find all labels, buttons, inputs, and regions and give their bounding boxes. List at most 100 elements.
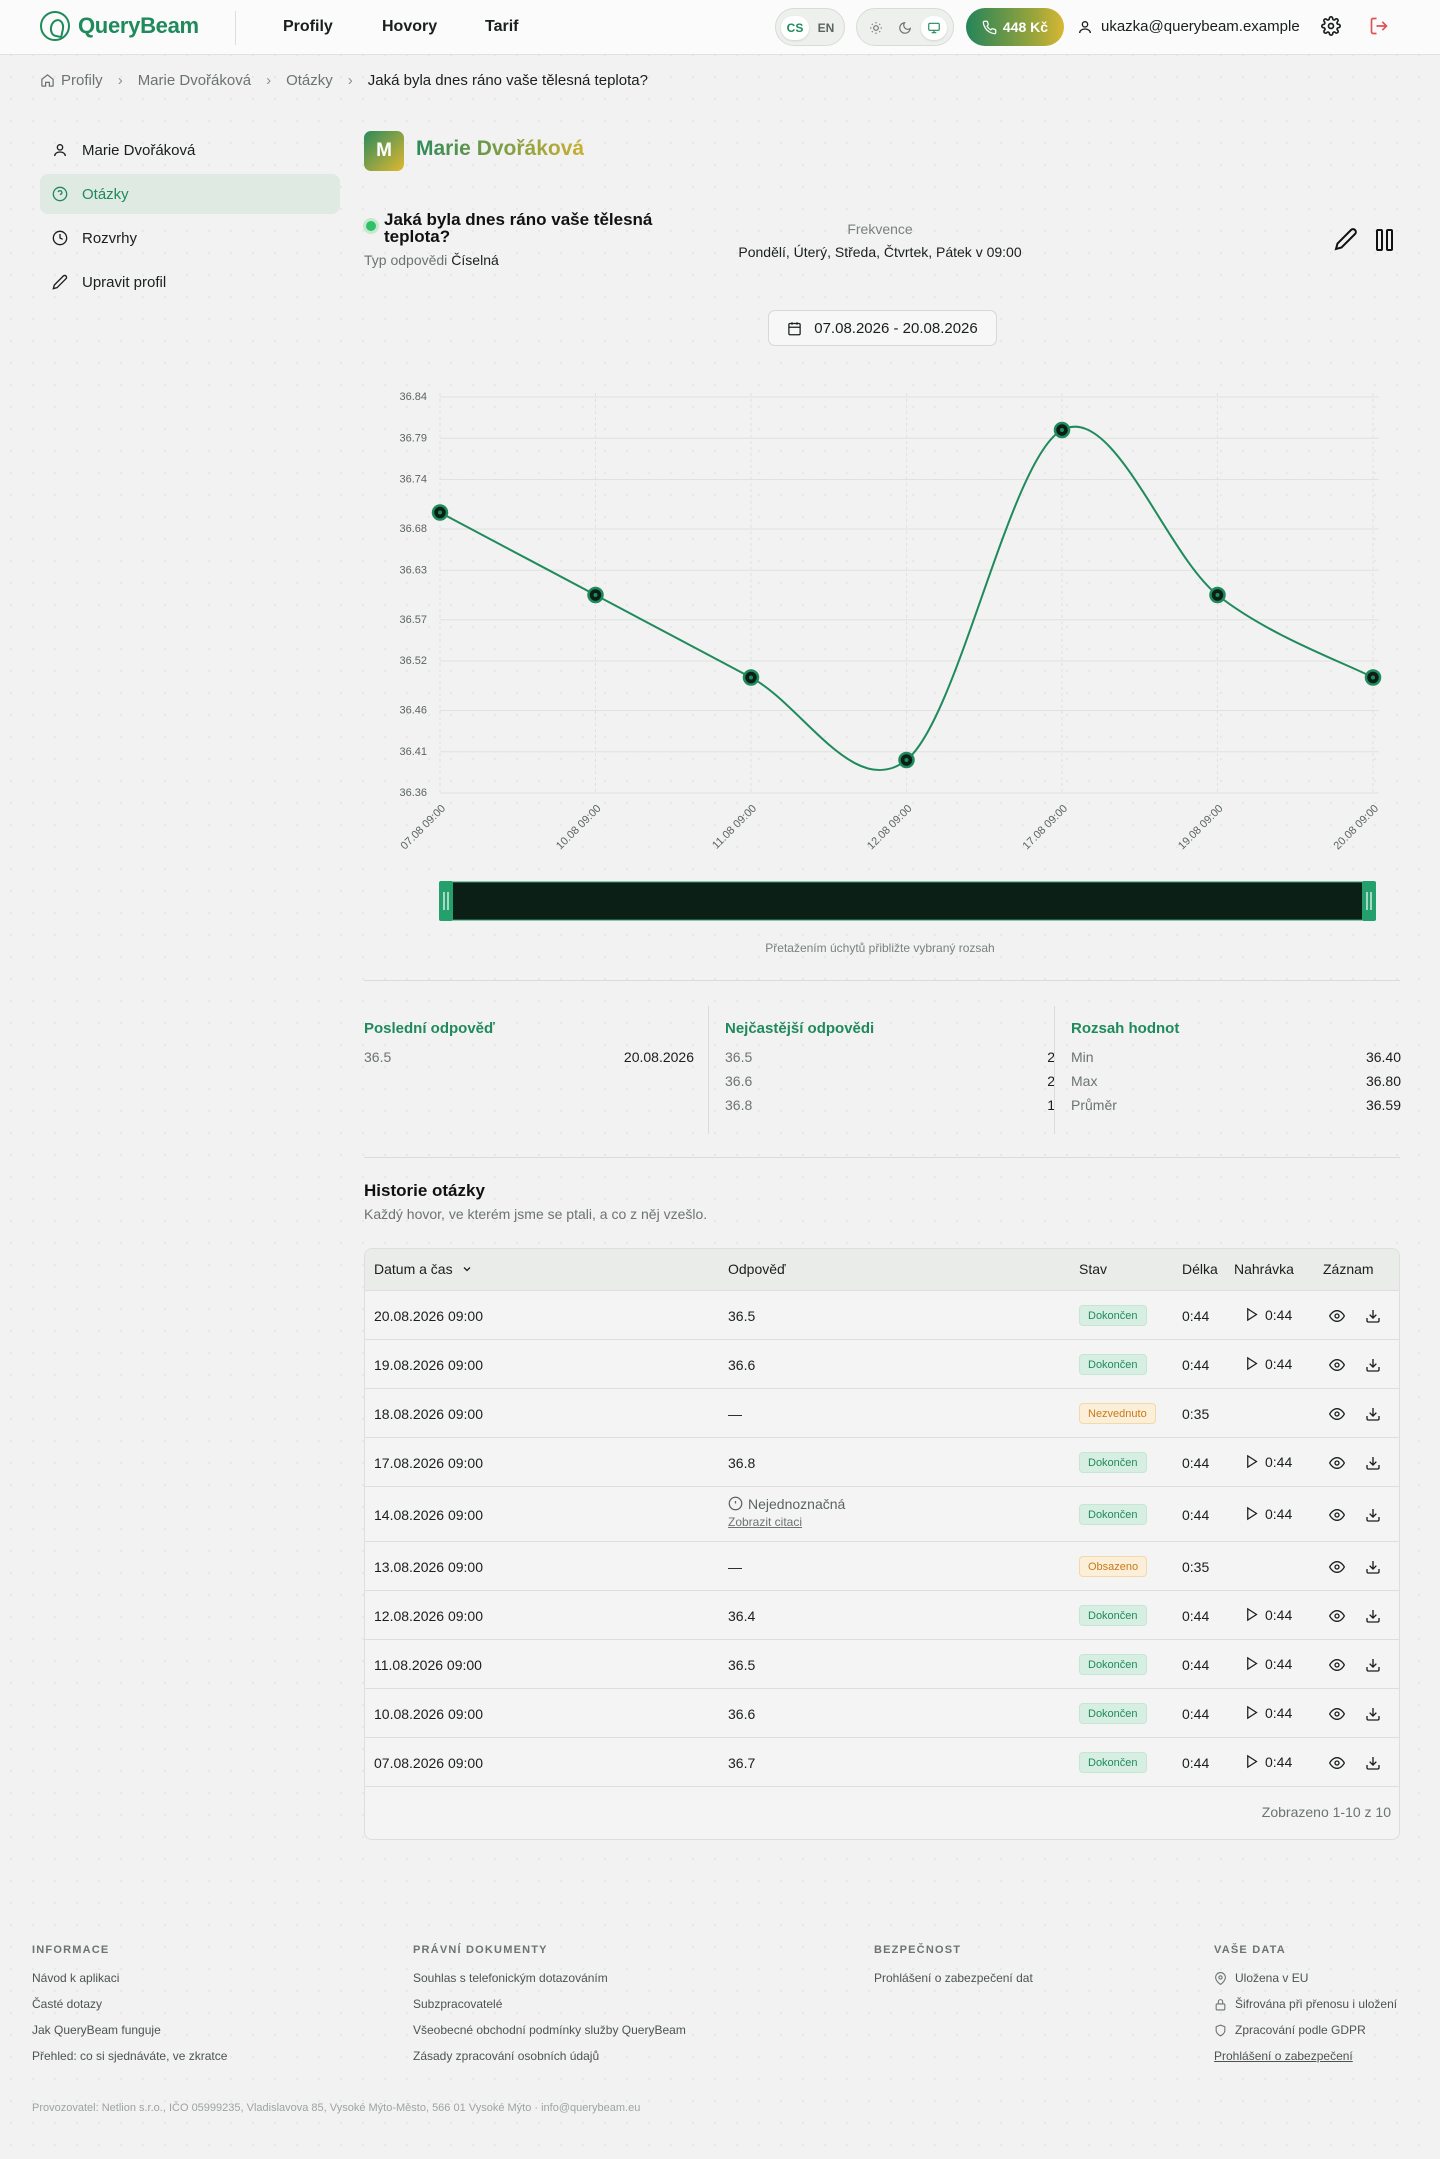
data-point-center [1060, 428, 1064, 432]
language-switcher: CS EN [775, 8, 845, 46]
download-icon[interactable] [1365, 1308, 1381, 1327]
column-header-record: Záznam [1323, 1261, 1374, 1277]
sidebar-item-otazky[interactable]: Otázky [40, 174, 340, 214]
sort-date-header[interactable]: Datum a čas [374, 1261, 473, 1277]
play-recording-button[interactable]: 0:44 [1244, 1607, 1292, 1623]
language-en[interactable]: EN [817, 21, 835, 35]
row-answer: 36.8 [728, 1454, 756, 1471]
view-eye-icon[interactable] [1328, 1706, 1346, 1725]
play-recording-button[interactable]: 0:44 [1244, 1656, 1292, 1672]
row-length: 0:44 [1182, 1656, 1210, 1673]
row-length: 0:44 [1182, 1607, 1210, 1624]
logo-icon [40, 11, 70, 41]
table-row: 18.08.2026 09:00 — Nezvednuto 0:35 [365, 1389, 1399, 1438]
data-point [431, 504, 449, 521]
breadcrumb-otazky[interactable]: Otázky [286, 72, 333, 89]
play-recording-button[interactable]: 0:44 [1244, 1506, 1292, 1522]
theme-switcher [856, 8, 954, 46]
x-tick-label: 10.08 09:00 [554, 803, 604, 853]
brush-handle-right[interactable] [1362, 881, 1376, 921]
y-tick-label: 36.41 [399, 746, 427, 758]
footer-link[interactable]: Jak QueryBeam funguje [32, 2023, 161, 2037]
footer-link[interactable]: Zásady zpracování osobních údajů [413, 2049, 600, 2063]
footer-link-security-statement[interactable]: Prohlášení o zabezpečení [1214, 2049, 1353, 2063]
history-title: Historie otázky [364, 1181, 485, 1200]
brush-handle-left[interactable] [439, 881, 453, 921]
footer-link[interactable]: Časté dotazy [32, 1997, 103, 2011]
footer-link[interactable]: Návod k aplikaci [32, 1971, 120, 1985]
footer-item-eu: Uložena v EU [1214, 1965, 1397, 1991]
nav-profily[interactable]: Profily [283, 18, 333, 35]
logo[interactable]: QueryBeam [40, 11, 199, 41]
credit-balance-button[interactable]: 448 Kč [966, 8, 1064, 46]
download-icon[interactable] [1365, 1455, 1381, 1474]
play-recording-button[interactable]: 0:44 [1244, 1754, 1292, 1770]
view-eye-icon[interactable] [1328, 1755, 1346, 1774]
row-date: 11.08.2026 09:00 [374, 1656, 482, 1673]
user-menu[interactable]: ukazka@querybeam.example [1077, 18, 1300, 35]
view-eye-icon[interactable] [1328, 1657, 1346, 1676]
view-eye-icon[interactable] [1328, 1507, 1346, 1526]
play-recording-button[interactable]: 0:44 [1244, 1307, 1292, 1323]
row-date: 10.08.2026 09:00 [374, 1705, 483, 1722]
download-icon[interactable] [1365, 1406, 1381, 1425]
row-date: 20.08.2026 09:00 [374, 1307, 483, 1324]
stat-row: 36.6 2 [725, 1073, 1055, 1089]
sun-icon[interactable] [863, 16, 889, 40]
edit-question-pencil-icon[interactable] [1334, 227, 1358, 256]
footer-link[interactable]: Subzpracovatelé [413, 1997, 503, 2011]
status-badge: Dokončen [1079, 1304, 1147, 1326]
monitor-icon[interactable] [921, 16, 947, 40]
view-eye-icon[interactable] [1328, 1608, 1346, 1627]
download-icon[interactable] [1365, 1608, 1381, 1627]
view-eye-icon[interactable] [1328, 1308, 1346, 1327]
footer-link[interactable]: Prohlášení o zabezpečení dat [874, 1971, 1033, 1985]
download-icon[interactable] [1365, 1507, 1381, 1526]
y-tick-label: 36.84 [399, 391, 427, 403]
footer-column-legal: PRÁVNÍ DOKUMENTY Souhlas s telefonickým … [413, 1944, 686, 2069]
download-icon[interactable] [1365, 1357, 1381, 1376]
pencil-icon [52, 274, 68, 290]
moon-icon[interactable] [892, 16, 918, 40]
sidebar-item-rozvrhy[interactable]: Rozvrhy [40, 218, 340, 258]
breadcrumb-profily[interactable]: Profily [40, 72, 103, 89]
sidebar-item-edit-profile[interactable]: Upravit profil [40, 262, 340, 302]
credit-amount: 448 Kč [1002, 19, 1049, 35]
footer-link[interactable]: Všeobecné obchodní podmínky služby Query… [413, 2023, 686, 2037]
data-point-center [1371, 675, 1375, 680]
table-row: 10.08.2026 09:00 36.6 Dokončen 0:44 0:44 [365, 1689, 1399, 1738]
footer-link[interactable]: Přehled: co si sjednáváte, ve zkratce [32, 2049, 228, 2063]
pause-question-icon[interactable] [1374, 228, 1396, 257]
play-recording-button[interactable]: 0:44 [1244, 1356, 1292, 1372]
sidebar-item-label: Rozvrhy [82, 229, 138, 247]
view-eye-icon[interactable] [1328, 1559, 1346, 1578]
view-eye-icon[interactable] [1328, 1357, 1346, 1376]
play-icon [1247, 1754, 1258, 1769]
download-icon[interactable] [1365, 1755, 1381, 1774]
breadcrumb-profile[interactable]: Marie Dvořáková [137, 72, 252, 89]
settings-gear-icon[interactable] [1321, 16, 1341, 41]
footer-link[interactable]: Souhlas s telefonickým dotazováním [413, 1971, 608, 1985]
show-quote-link[interactable]: Zobrazit citaci [728, 1514, 803, 1529]
download-icon[interactable] [1365, 1657, 1381, 1676]
question-title: Jaká byla dnes ráno vaše tělesná teplota… [384, 210, 653, 246]
play-recording-button[interactable]: 0:44 [1244, 1705, 1292, 1721]
x-tick-label: 19.08 09:00 [1176, 803, 1226, 853]
date-range-button[interactable]: 07.08.2026 - 20.08.2026 [768, 310, 997, 346]
x-tick-label: 12.08 09:00 [865, 803, 915, 853]
play-icon [1247, 1454, 1258, 1469]
download-icon[interactable] [1365, 1706, 1381, 1725]
nav-hovory[interactable]: Hovory [382, 18, 438, 35]
breadcrumb: Profily › Marie Dvořáková › Otázky › Jak… [40, 72, 648, 89]
sidebar-item-profile[interactable]: Marie Dvořáková [40, 130, 340, 170]
logout-icon[interactable] [1369, 16, 1389, 41]
language-cs[interactable]: CS [781, 16, 809, 40]
play-recording-button[interactable]: 0:44 [1244, 1454, 1292, 1470]
nav-tarif[interactable]: Tarif [485, 18, 519, 35]
column-header-length: Délka [1182, 1261, 1218, 1277]
download-icon[interactable] [1365, 1559, 1381, 1578]
view-eye-icon[interactable] [1328, 1406, 1346, 1425]
data-point-center [438, 510, 442, 515]
row-date: 17.08.2026 09:00 [374, 1454, 483, 1471]
view-eye-icon[interactable] [1328, 1455, 1346, 1474]
